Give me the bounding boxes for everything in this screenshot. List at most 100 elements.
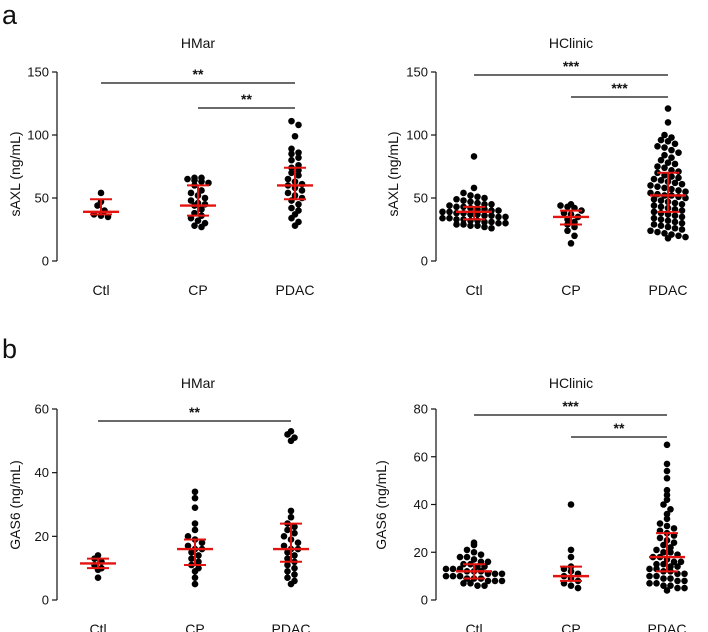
data-point — [675, 232, 682, 240]
data-point — [498, 570, 506, 578]
data-point — [656, 534, 664, 542]
data-point — [657, 203, 665, 211]
data-point — [442, 565, 450, 573]
data-point — [567, 240, 575, 247]
chart-title: HMar — [181, 375, 216, 391]
data-point — [663, 467, 671, 475]
data-point — [663, 491, 671, 499]
data-point — [661, 144, 668, 151]
x-tick-label: CP — [561, 621, 580, 632]
data-point — [674, 577, 681, 585]
data-point — [557, 202, 564, 209]
data-point — [474, 582, 481, 589]
data-point — [284, 526, 291, 534]
data-point — [463, 546, 471, 554]
data-point — [675, 187, 682, 194]
data-point — [470, 153, 478, 160]
x-tick-label: CP — [188, 282, 207, 298]
data-point — [294, 539, 302, 546]
data-point — [291, 529, 298, 537]
data-point — [184, 175, 191, 183]
data-point — [287, 580, 295, 588]
data-point — [650, 202, 658, 209]
chart-title: HClinic — [549, 35, 593, 51]
chart-hclinic-gas6: HClinic GAS6 (ng/mL) 0 20 40 60 80 Ctl CP PDAC *… — [373, 375, 688, 632]
data-point — [647, 227, 654, 235]
data-point — [671, 212, 679, 219]
data-point — [667, 582, 674, 589]
data-point — [280, 533, 288, 540]
data-point — [191, 177, 198, 184]
data-point — [656, 520, 664, 527]
data-point — [284, 431, 291, 438]
data-point — [567, 582, 575, 589]
data-point — [188, 555, 195, 562]
data-point — [287, 513, 295, 521]
x-tick-label: PDAC — [272, 621, 311, 632]
data-point — [567, 501, 575, 508]
data-point — [467, 579, 474, 587]
data-point — [646, 579, 653, 587]
data-point — [477, 551, 485, 558]
data-point — [195, 552, 202, 559]
data-point — [287, 437, 295, 445]
y-tick-label: 40 — [35, 465, 49, 480]
data-point — [491, 577, 499, 585]
y-axis-label: GAS6 (ng/mL) — [7, 460, 23, 549]
data-point — [481, 212, 488, 219]
data-point — [467, 198, 474, 206]
data-point — [187, 189, 195, 197]
data-point — [646, 572, 653, 580]
data-point — [191, 526, 199, 534]
x-tick-label: Ctl — [89, 621, 106, 632]
data-point — [654, 163, 661, 170]
data-point — [191, 568, 199, 575]
data-point — [291, 523, 298, 531]
data-point — [442, 572, 450, 580]
data-point — [298, 187, 306, 194]
data-point — [663, 486, 671, 494]
data-point — [661, 229, 668, 237]
data-point — [681, 577, 688, 585]
data-point — [474, 222, 481, 230]
data-point — [446, 214, 453, 222]
significance-label: *** — [562, 398, 579, 414]
data-point — [463, 553, 471, 561]
data-point — [284, 555, 291, 562]
data-point — [654, 183, 661, 190]
data-point — [467, 222, 474, 230]
data-point — [661, 131, 668, 139]
data-point — [674, 584, 681, 592]
data-point — [495, 219, 502, 227]
data-point — [291, 571, 298, 578]
data-point — [654, 228, 661, 236]
data-point — [446, 202, 453, 209]
data-point — [298, 194, 306, 202]
data-point — [571, 232, 578, 240]
y-tick-label: 150 — [27, 65, 49, 80]
data-point — [682, 188, 689, 195]
data-point — [671, 224, 679, 232]
data-point — [663, 474, 671, 482]
data-point — [284, 574, 291, 582]
data-point — [481, 582, 488, 589]
data-point — [664, 138, 672, 145]
data-point — [671, 179, 679, 187]
data-point — [678, 201, 686, 208]
data-point — [288, 204, 295, 212]
data-point — [657, 177, 665, 184]
data-point — [198, 223, 205, 231]
data-point — [295, 149, 302, 156]
data-point — [291, 222, 299, 230]
data-point — [674, 563, 681, 570]
y-tick-label: 0 — [42, 593, 49, 608]
data-point — [678, 207, 686, 214]
data-point — [564, 227, 571, 235]
x-tick-label: CP — [185, 621, 204, 632]
data-point — [678, 180, 686, 188]
data-point — [650, 214, 658, 222]
data-point — [664, 119, 672, 126]
data-point — [567, 546, 575, 554]
chart-hmar-gas6: HMar GAS6 (ng/mL) 0 20 40 60 Ctl CP PDAC ** — [7, 375, 310, 632]
